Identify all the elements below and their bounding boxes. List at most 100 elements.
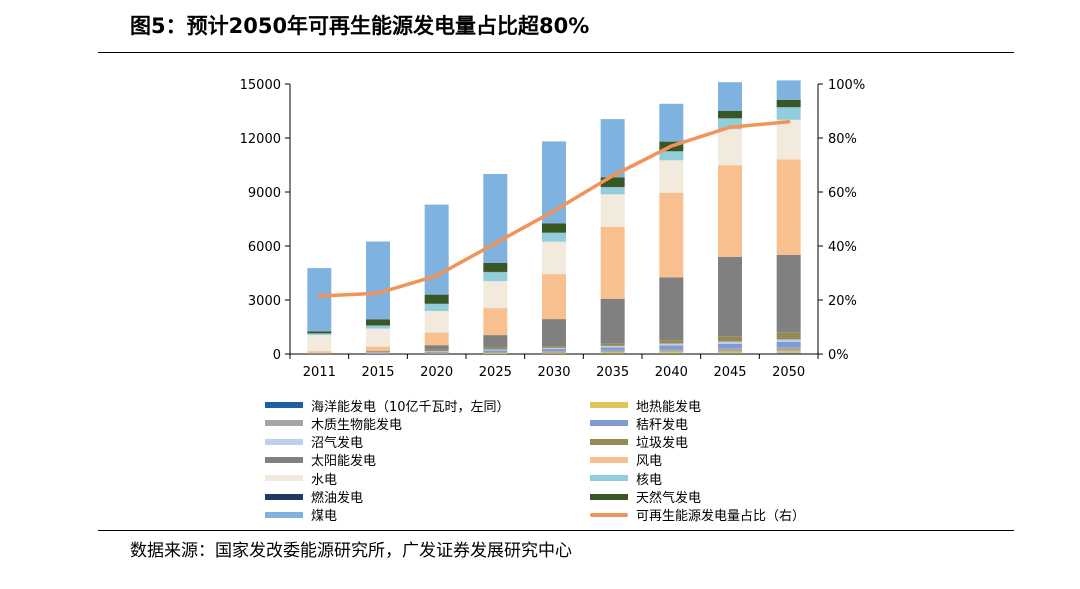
bar-segment bbox=[659, 277, 684, 341]
bar-segment bbox=[424, 294, 449, 304]
legend-item: 秸秆发电 bbox=[590, 414, 689, 433]
legend-label: 木质生物能发电 bbox=[311, 417, 403, 433]
legend-swatch bbox=[590, 456, 628, 463]
bar-segment bbox=[366, 325, 390, 329]
legend-label: 海洋能发电（10亿千瓦时，左同） bbox=[311, 399, 510, 415]
bar-segment bbox=[424, 349, 449, 352]
legend-swatch bbox=[590, 493, 628, 500]
x-tick-label: 2040 bbox=[655, 365, 688, 380]
bar-segment bbox=[542, 348, 566, 352]
x-tick-label: 2035 bbox=[596, 365, 629, 380]
legend-swatch bbox=[265, 402, 303, 408]
bar-segment bbox=[718, 82, 742, 111]
bar-segment bbox=[600, 119, 625, 178]
left-tick-label: 15000 bbox=[240, 78, 281, 93]
bar-segment bbox=[542, 223, 566, 233]
bar-segment bbox=[600, 347, 625, 351]
legend-swatch bbox=[265, 493, 303, 500]
chart-legend: 海洋能发电（10亿千瓦时，左同） 木质生物能发电 沼气发电太阳能发电水电燃油发电煤电… bbox=[265, 396, 885, 526]
bar-segment bbox=[366, 319, 390, 326]
x-tick-label: 2030 bbox=[537, 365, 570, 380]
bar-segment bbox=[307, 351, 332, 353]
legend-label: 燃油发电 bbox=[311, 491, 364, 506]
bar-segment bbox=[366, 352, 390, 354]
legend-item: 海洋能发电（10亿千瓦时，左同） bbox=[265, 396, 510, 415]
bar-segment bbox=[542, 352, 566, 354]
legend-label: 垃圾发电 bbox=[636, 436, 689, 452]
bar-segment bbox=[424, 310, 449, 333]
bar-segment bbox=[776, 347, 801, 351]
top-rule bbox=[98, 52, 1014, 53]
left-tick-label: 0 bbox=[273, 348, 281, 363]
bar-segment bbox=[424, 303, 449, 311]
legend-label: 煤电 bbox=[311, 509, 338, 525]
bar-segment bbox=[776, 254, 801, 333]
bar-segment bbox=[366, 346, 390, 352]
bar-segment bbox=[366, 328, 390, 347]
bar-segment bbox=[424, 352, 449, 354]
bar-segment bbox=[600, 343, 625, 346]
bar-segment bbox=[424, 351, 449, 353]
legend-label: 太阳能发电 bbox=[311, 454, 377, 470]
legend-label: 水电 bbox=[311, 472, 338, 488]
legend-item: 可再生能源发电量占比（右） bbox=[590, 506, 805, 524]
bar-segment bbox=[659, 103, 684, 142]
bar-segment bbox=[659, 340, 684, 344]
bar-segment bbox=[659, 351, 684, 354]
bar-segment bbox=[483, 281, 508, 309]
legend-line-swatch bbox=[590, 512, 628, 517]
bar-segment bbox=[483, 347, 508, 350]
legend-item: 地热能发电 bbox=[590, 396, 701, 415]
bar-segment bbox=[718, 256, 742, 337]
bar-segment bbox=[718, 336, 742, 342]
bar-segment bbox=[718, 341, 742, 344]
bar-segment bbox=[718, 165, 742, 257]
bar-segment bbox=[600, 226, 625, 299]
bar-segment bbox=[718, 351, 742, 354]
legend-swatch bbox=[265, 438, 303, 445]
legend-label: 核电 bbox=[636, 472, 663, 488]
bar-segment bbox=[483, 262, 508, 272]
bar-segment bbox=[776, 80, 801, 100]
bar-segment bbox=[542, 319, 566, 347]
legend-label: 沼气发电 bbox=[311, 436, 364, 452]
bar-segment bbox=[483, 308, 508, 336]
legend-swatch bbox=[590, 475, 628, 482]
bar-segment bbox=[659, 353, 684, 354]
bar-segment bbox=[776, 350, 801, 354]
right-tick-label: 60% bbox=[828, 186, 857, 201]
bar-segment bbox=[366, 353, 390, 354]
bar-segment bbox=[542, 241, 566, 275]
x-tick-label: 2025 bbox=[479, 365, 512, 380]
legend-item: 核电 bbox=[590, 469, 663, 488]
bar-segment bbox=[659, 345, 684, 349]
bar-segment bbox=[600, 187, 625, 195]
legend-item: 煤电 bbox=[265, 506, 337, 524]
bar-segment bbox=[776, 99, 801, 108]
bar-segment bbox=[424, 332, 449, 346]
bar-segment bbox=[659, 192, 684, 278]
x-tick-label: 2050 bbox=[772, 365, 805, 380]
legend-item: 天然气发电 bbox=[590, 488, 701, 506]
right-tick-label: 40% bbox=[828, 240, 857, 255]
data-source: 数据来源：国家发改委能源研究所，广发证券发展研究中心 bbox=[130, 541, 572, 561]
legend-swatch bbox=[590, 438, 628, 445]
bar-segment bbox=[776, 159, 801, 255]
bar-segment bbox=[600, 177, 625, 187]
legend-item: 燃油发电 bbox=[265, 488, 363, 506]
bar-segment bbox=[600, 194, 625, 227]
left-tick-label: 3000 bbox=[248, 294, 281, 309]
bar-segment bbox=[424, 204, 449, 295]
bar-segment bbox=[718, 343, 742, 349]
bar-segment bbox=[542, 351, 566, 353]
legend-label: 秸秆发电 bbox=[636, 417, 689, 433]
bar-segment bbox=[366, 241, 390, 320]
bar-segment bbox=[718, 118, 742, 130]
bar-segment bbox=[776, 339, 801, 342]
legend-swatch bbox=[265, 475, 303, 482]
x-tick-label: 2011 bbox=[303, 365, 336, 380]
bar-segment bbox=[776, 119, 801, 160]
bar-segment bbox=[600, 298, 625, 344]
bar-segment bbox=[483, 335, 508, 348]
legend-item: 木质生物能发电 bbox=[265, 414, 403, 433]
